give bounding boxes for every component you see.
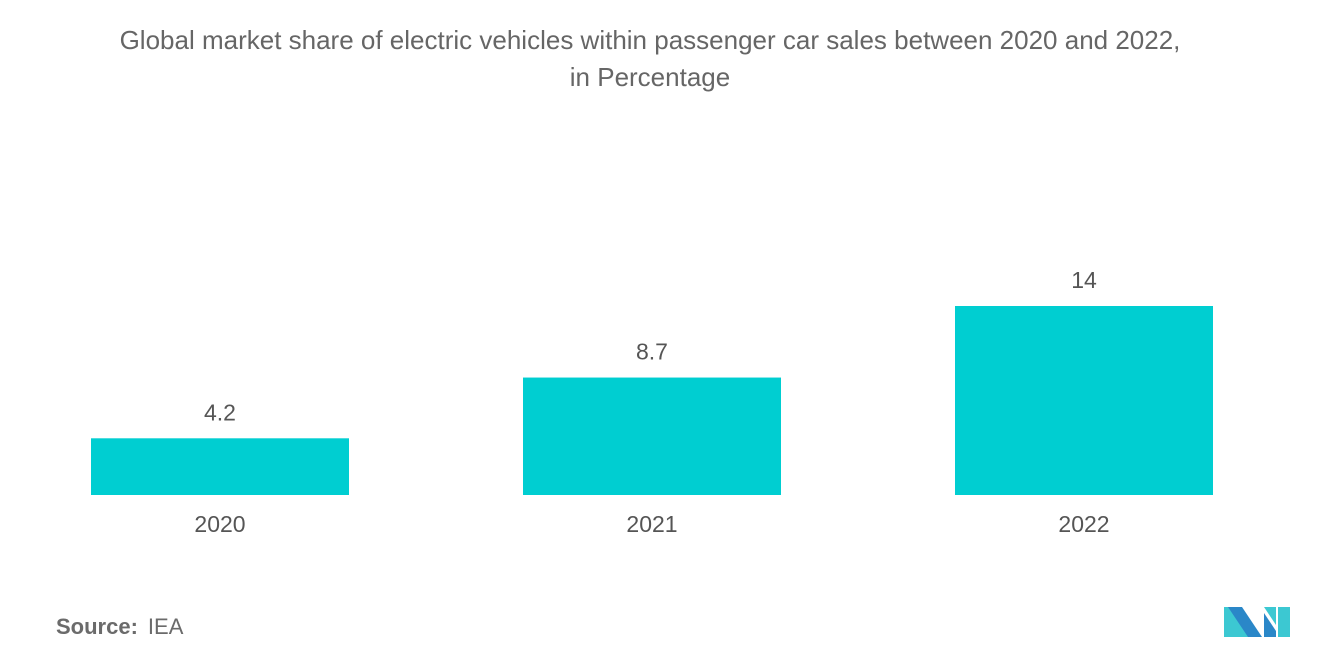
logo-shape-3 — [1264, 607, 1276, 625]
chart-subtitle: in Percentage — [569, 62, 731, 92]
source-note: Source: IEA — [56, 614, 183, 640]
data-label-2021: 8.7 — [636, 339, 668, 365]
brand-logo-icon — [1224, 607, 1290, 637]
source-value: IEA — [147, 614, 184, 639]
x-tick-label-2021: 2021 — [626, 511, 677, 537]
x-tick-label-2022: 2022 — [1058, 511, 1109, 537]
x-tick-label-2020: 2020 — [194, 511, 245, 537]
logo-shape-5 — [1278, 607, 1290, 637]
logo-shape-4 — [1264, 613, 1276, 637]
bar-2021 — [523, 377, 781, 495]
chart-title-line1: Global market share of electric vehicles… — [119, 25, 1181, 55]
chart-title: Global market share of electric vehicles… — [0, 22, 1300, 96]
bar-2022 — [955, 306, 1213, 495]
data-label-2020: 4.2 — [204, 399, 236, 425]
logo-shape-2 — [1228, 607, 1262, 637]
data-label-2022: 14 — [1071, 267, 1097, 293]
bar-2020 — [91, 438, 349, 495]
source-label: Source: — [56, 614, 138, 639]
